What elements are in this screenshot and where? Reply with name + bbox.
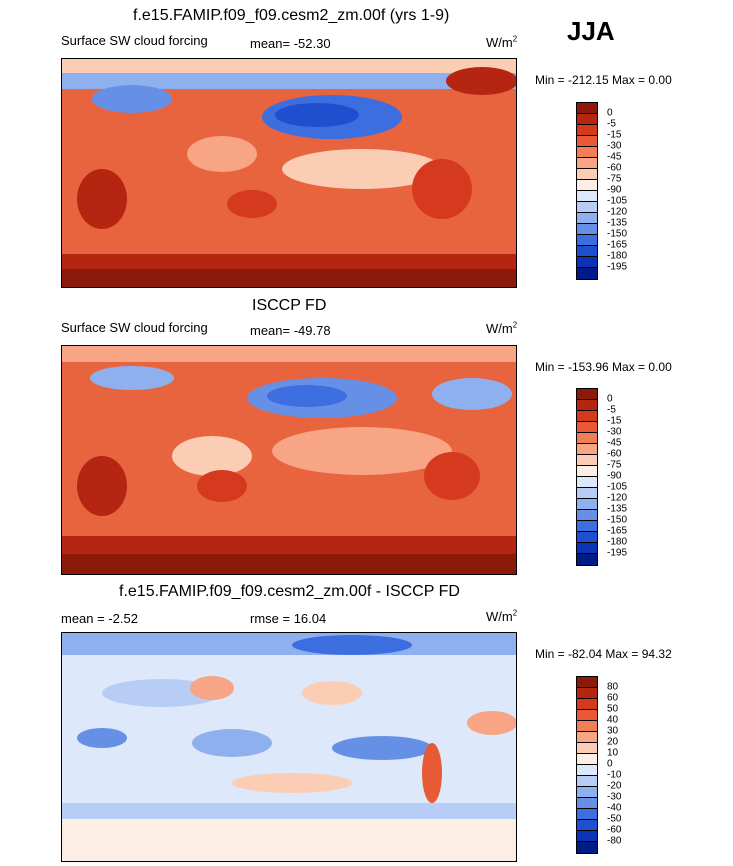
colorbar-tick: -150: [607, 514, 628, 526]
colorbar-tick: -15: [607, 415, 622, 427]
colorbar-tick: -165: [607, 525, 628, 537]
panel-1-colorbar: [576, 102, 598, 280]
colorbar-tick: -45: [607, 151, 622, 163]
colorbar-tick: 80: [607, 681, 619, 693]
colorbar-tick: -30: [607, 791, 622, 803]
colorbar-tick: -50: [607, 813, 622, 825]
colorbar-tick: -5: [607, 404, 616, 416]
colorbar-tick: 60: [607, 692, 619, 704]
colorbar-tick: 0: [607, 393, 613, 405]
colorbar-tick: -105: [607, 195, 628, 207]
colorbar-tick: -165: [607, 239, 628, 251]
panel-3-units: W/m2: [486, 608, 518, 624]
panel-3-minmax: Min = -82.04 Max = 94.32: [535, 647, 672, 661]
panel-3-colorbar: [576, 676, 598, 854]
panel-1-title: f.e15.FAMIP.f09_f09.cesm2_zm.00f (yrs 1-…: [133, 7, 450, 24]
panel-2-title: ISCCP FD: [252, 297, 327, 314]
colorbar-tick: -90: [607, 470, 622, 482]
colorbar-tick: -180: [607, 250, 628, 262]
panel-1-map-field: [62, 59, 516, 287]
panel-2-map: [61, 345, 517, 575]
colorbar-tick: -120: [607, 206, 628, 218]
panel-2-mean-label: mean= -49.78: [250, 323, 331, 338]
panel-2-map-field: [62, 346, 516, 574]
colorbar-tick: -20: [607, 780, 622, 792]
panel-3-mean-label: mean = -2.52: [61, 611, 138, 626]
panel-1-minmax: Min = -212.15 Max = 0.00: [535, 73, 672, 87]
panel-1-map: [61, 58, 517, 288]
colorbar-tick: 40: [607, 714, 619, 726]
colorbar-tick: 0: [607, 107, 613, 119]
colorbar-tick: -135: [607, 217, 628, 229]
colorbar-tick: -180: [607, 536, 628, 548]
colorbar-tick: -195: [607, 547, 628, 559]
colorbar-tick: -75: [607, 459, 622, 471]
panel-2-minmax: Min = -153.96 Max = 0.00: [535, 360, 672, 374]
colorbar-tick: -60: [607, 448, 622, 460]
panel-3-map: [61, 632, 517, 862]
panel-2-colorbar: [576, 388, 598, 566]
colorbar-tick: -60: [607, 162, 622, 174]
colorbar-tick: 30: [607, 725, 619, 737]
colorbar-tick: -135: [607, 503, 628, 515]
colorbar-tick: -90: [607, 184, 622, 196]
panel-3-title: f.e15.FAMIP.f09_f09.cesm2_zm.00f - ISCCP…: [119, 583, 460, 600]
colorbar-tick: -105: [607, 481, 628, 493]
colorbar-tick: -15: [607, 129, 622, 141]
colorbar-tick: -10: [607, 769, 622, 781]
panel-3-rmse-label: rmse = 16.04: [250, 611, 327, 626]
panel-2-variable-label: Surface SW cloud forcing: [61, 320, 208, 335]
panel-1-variable-label: Surface SW cloud forcing: [61, 33, 208, 48]
colorbar-tick: -5: [607, 118, 616, 130]
colorbar-tick: -45: [607, 437, 622, 449]
colorbar-tick: -195: [607, 261, 628, 273]
season-label: JJA: [567, 16, 615, 46]
colorbar-tick: -40: [607, 802, 622, 814]
colorbar-tick: -80: [607, 835, 622, 847]
panel-3-map-field: [62, 633, 516, 861]
colorbar-tick: -120: [607, 492, 628, 504]
colorbar-tick: 10: [607, 747, 619, 759]
panel-2-units: W/m2: [486, 320, 518, 336]
colorbar-tick: 0: [607, 758, 613, 770]
panel-1-units: W/m2: [486, 34, 518, 50]
colorbar-tick: -30: [607, 140, 622, 152]
colorbar-tick: -60: [607, 824, 622, 836]
colorbar-tick: -75: [607, 173, 622, 185]
colorbar-tick: -150: [607, 228, 628, 240]
colorbar-tick: 20: [607, 736, 619, 748]
panel-1-mean-label: mean= -52.30: [250, 36, 331, 51]
colorbar-tick: 50: [607, 703, 619, 715]
colorbar-tick: -30: [607, 426, 622, 438]
